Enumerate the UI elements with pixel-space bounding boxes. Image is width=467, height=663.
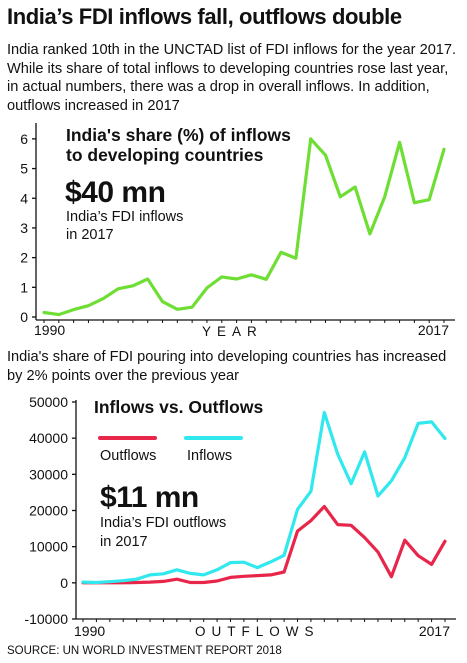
outflows-note-line1: India’s FDI outflows <box>100 515 226 531</box>
chart-caption: India's share of FDI pouring into develo… <box>7 349 447 384</box>
flows-y-tick-label: 0 <box>60 575 68 591</box>
share-y-tick-label: 6 <box>20 131 28 147</box>
share-x-tick-label: 1990 <box>34 322 65 338</box>
share-y-tick-label: 2 <box>20 250 28 266</box>
flows-chart-axes: 50000 40000 30000 20000 10000 0 -10000 1990 2017 <box>24 394 456 639</box>
source-note: SOURCE: UN WORLD INVESTMENT REPORT 2018 <box>7 645 282 657</box>
outflows-note-line2: in 2017 <box>100 534 148 550</box>
share-chart-x-label: YEAR <box>202 324 263 339</box>
flows-chart: 50000 40000 30000 20000 10000 0 -10000 1990 2017… <box>24 394 456 639</box>
flows-y-tick-label: 10000 <box>29 539 68 555</box>
share-y-tick-label: 4 <box>20 190 28 206</box>
inflows-note-line2: in 2017 <box>66 227 114 243</box>
flows-y-tick-label: 20000 <box>29 503 68 519</box>
share-line <box>42 137 446 317</box>
outflows-big-number: $11 mn <box>100 481 199 514</box>
flows-y-tick-label: 40000 <box>29 430 68 446</box>
legend-inflows-label: Inflows <box>187 448 232 464</box>
share-y-tick-label: 5 <box>20 161 28 177</box>
outflows-line <box>81 504 447 585</box>
flows-x-tick-label: 2017 <box>419 623 450 639</box>
share-chart-heading-line2: to developing countries <box>66 145 264 165</box>
share-x-tick-label: 2017 <box>418 322 449 338</box>
inflows-big-number: $40 mn <box>65 176 165 209</box>
flows-y-tick-label: 30000 <box>29 466 68 482</box>
share-y-tick-label: 3 <box>20 220 28 236</box>
flows-chart-heading: Inflows vs. Outflows <box>94 397 263 417</box>
share-y-tick-label: 0 <box>20 309 28 325</box>
share-chart-marks <box>42 137 446 317</box>
legend-outflows-label: Outflows <box>100 448 156 464</box>
share-chart: 0 1 2 3 4 5 6 1990 2017 India's share (%) of inf… <box>20 123 455 339</box>
flows-chart-marks <box>81 410 447 585</box>
inflows-note-line1: India’s FDI inflows <box>66 209 183 225</box>
share-y-tick-label: 1 <box>20 279 28 295</box>
subtitle: India ranked 10th in the UNCTAD list of … <box>7 42 457 114</box>
share-chart-heading-line1: India's share (%) of inflows <box>66 125 291 145</box>
flows-chart-x-label: OUTFLOWS <box>195 624 320 639</box>
flows-y-tick-label: 50000 <box>29 394 68 410</box>
page-title: India’s FDI inflows fall, outflows doubl… <box>7 4 402 29</box>
flows-y-tick-label: -10000 <box>24 611 68 627</box>
share-chart-axes: 0 1 2 3 4 5 6 1990 2017 <box>20 123 455 338</box>
inflows-line <box>81 410 447 585</box>
flows-x-tick-label: 1990 <box>74 623 105 639</box>
